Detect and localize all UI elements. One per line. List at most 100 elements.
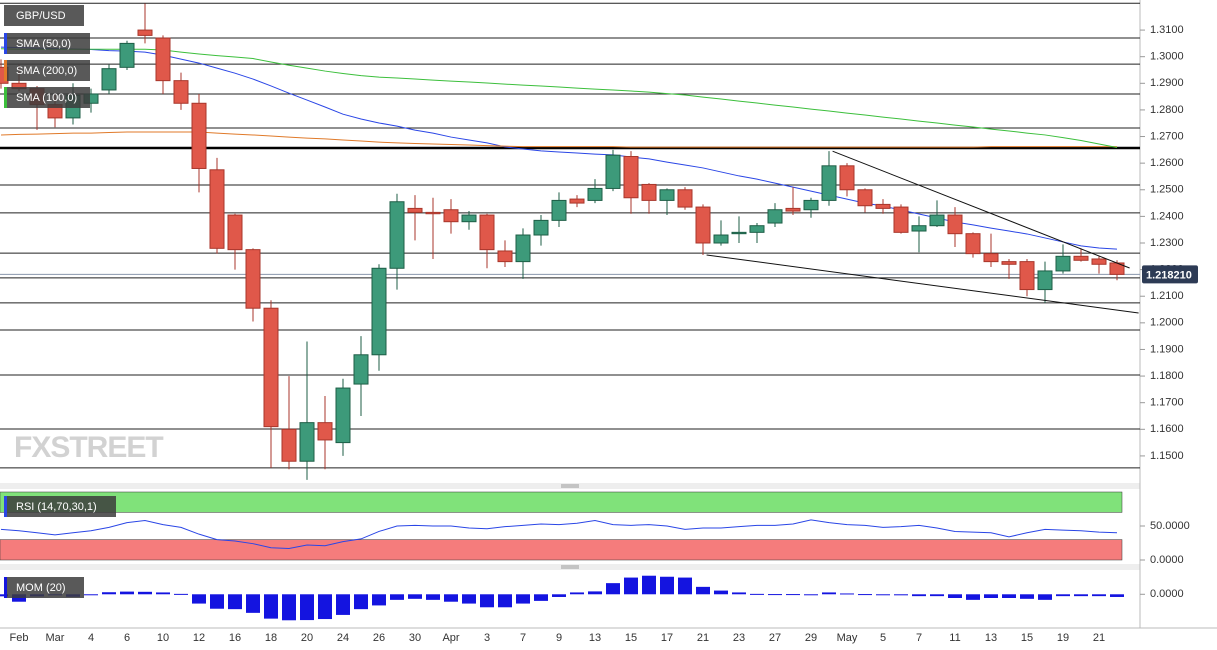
momentum-bar — [246, 594, 260, 613]
momentum-bar — [534, 594, 548, 601]
candle-body — [371, 267, 387, 356]
y-tick-label: 50.0000 — [1150, 520, 1190, 532]
momentum-bar — [372, 594, 386, 606]
candle-body — [1001, 261, 1017, 265]
momentum-bar — [876, 594, 890, 596]
momentum-bar — [696, 586, 710, 595]
momentum-bar — [714, 590, 728, 595]
x-tick-label: 15 — [1021, 632, 1033, 644]
legend-box — [4, 33, 90, 54]
momentum-bar — [858, 594, 872, 596]
momentum-bar — [840, 593, 854, 595]
candle-body — [1073, 255, 1089, 261]
x-tick-label: 24 — [337, 632, 349, 644]
y-tick-label: 1.2000 — [1150, 317, 1184, 329]
candle-body — [353, 354, 369, 385]
momentum-bar — [318, 594, 332, 620]
legend-box — [4, 60, 90, 81]
candle-body — [623, 155, 639, 199]
momentum-bar — [552, 594, 566, 597]
momentum-bar — [210, 594, 224, 609]
candle-body — [839, 165, 855, 191]
momentum-bar — [516, 594, 530, 604]
candle-body — [695, 206, 711, 244]
momentum-bar — [930, 594, 944, 597]
candle-body — [173, 80, 189, 104]
momentum-bar — [1038, 594, 1052, 600]
last-price-label: 1.218210 — [1146, 269, 1192, 281]
legend-swatch — [4, 87, 7, 108]
candle-body — [929, 214, 945, 227]
candle-body — [497, 250, 513, 263]
y-tick-label: 1.3000 — [1150, 51, 1184, 63]
sma-line — [0, 131, 1117, 148]
x-tick-label: 16 — [229, 632, 241, 644]
y-tick-label: 1.1800 — [1150, 370, 1184, 382]
momentum-bar — [354, 594, 368, 610]
candle-body — [461, 214, 477, 223]
x-tick-label: 9 — [556, 632, 562, 644]
legend-label: RSI (14,70,30,1) — [16, 501, 97, 513]
x-tick-label: 6 — [124, 632, 130, 644]
candle-body — [407, 207, 423, 213]
momentum-bar — [1092, 594, 1106, 597]
candle-body — [605, 154, 621, 189]
momentum-bar — [282, 594, 296, 621]
candle-body — [875, 203, 891, 209]
y-tick-label: 1.2300 — [1150, 237, 1184, 249]
candle-body — [965, 233, 981, 255]
momentum-bar — [300, 594, 314, 621]
candle-body — [983, 253, 999, 263]
candle-body — [245, 249, 261, 309]
x-tick-label: 13 — [589, 632, 601, 644]
candle-body — [155, 37, 171, 82]
momentum-bar — [678, 577, 692, 595]
x-tick-label: 12 — [193, 632, 205, 644]
candle-body — [641, 183, 657, 201]
y-tick-label: 1.2100 — [1150, 290, 1184, 302]
y-tick-label: 0.0000 — [1150, 554, 1184, 566]
y-tick-label: 1.1600 — [1150, 423, 1184, 435]
x-tick-label: 27 — [769, 632, 781, 644]
momentum-bar — [948, 594, 962, 598]
momentum-bar — [570, 592, 584, 595]
momentum-bar — [624, 577, 638, 595]
y-tick-label: 1.2500 — [1150, 184, 1184, 196]
candle-body — [227, 214, 243, 251]
candle-body — [767, 209, 783, 224]
y-tick-label: 1.1900 — [1150, 343, 1184, 355]
candle-body — [281, 428, 297, 462]
momentum-bar — [786, 594, 800, 596]
momentum-bar — [984, 594, 998, 598]
legend-swatch — [4, 60, 7, 81]
momentum-bar — [120, 591, 134, 595]
candle-body — [119, 42, 135, 68]
x-tick-label: 3 — [484, 632, 490, 644]
candle-body — [137, 29, 153, 36]
momentum-bar — [192, 594, 206, 604]
x-tick-label: 30 — [409, 632, 421, 644]
legend-swatch — [4, 33, 7, 54]
x-tick-label: Feb — [10, 632, 29, 644]
y-tick-label: 1.2700 — [1150, 130, 1184, 142]
y-tick-label: 1.3100 — [1150, 24, 1184, 36]
candle-body — [659, 189, 675, 201]
x-tick-label: 7 — [916, 632, 922, 644]
momentum-bar — [84, 594, 98, 596]
x-tick-label: 11 — [949, 632, 960, 644]
momentum-bar — [174, 593, 188, 595]
candle-body — [389, 201, 405, 269]
rsi-line — [0, 519, 1118, 549]
legend-swatch — [4, 496, 7, 517]
momentum-bar — [480, 594, 494, 608]
x-tick-label: 18 — [265, 632, 277, 644]
x-tick-label: 17 — [661, 632, 673, 644]
legend-label: MOM (20) — [16, 582, 66, 594]
legend-label: SMA (200,0) — [16, 65, 77, 77]
momentum-bar — [588, 591, 602, 595]
x-tick-label: 26 — [373, 632, 385, 644]
momentum-bar — [1020, 594, 1034, 599]
legend-box — [4, 87, 90, 108]
